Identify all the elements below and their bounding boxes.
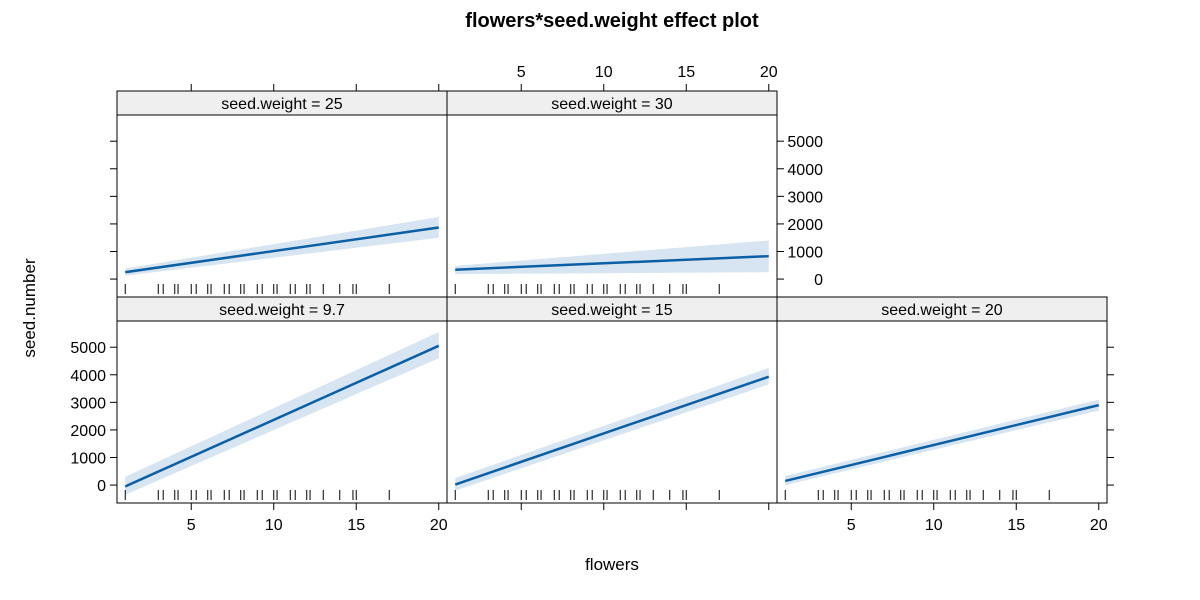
panel-strip <box>446 90 778 116</box>
x-tick-label: 15 <box>1007 517 1025 534</box>
y-tick-label: 5000 <box>787 134 823 151</box>
confidence-band <box>125 332 439 495</box>
panel-3: seed.weight = 25 <box>110 84 448 298</box>
panel-strip-label: seed.weight = 25 <box>221 96 343 113</box>
x-tick-label: 15 <box>677 64 695 81</box>
x-tick-label: 5 <box>847 517 856 534</box>
y-tick-label: 1000 <box>787 245 823 262</box>
panel-strip <box>116 296 448 322</box>
y-tick-label: 3000 <box>787 189 823 206</box>
x-tick-label: 5 <box>517 64 526 81</box>
y-tick-label: 4000 <box>787 162 823 179</box>
fitted-line <box>784 403 1100 483</box>
y-tick-label: 5000 <box>70 340 106 357</box>
y-tick-label: 2000 <box>787 217 823 234</box>
y-tick-label: 3000 <box>70 395 106 412</box>
x-tick-label: 20 <box>1090 517 1108 534</box>
panel-2: seed.weight = 20 5 10 15 20 <box>776 296 1114 534</box>
confidence-band <box>125 217 439 276</box>
panel-4: seed.weight = 30 5 10 15 20 0 1000 2000 3000 4000… <box>446 64 823 298</box>
panel-1: seed.weight = 15 <box>446 296 778 510</box>
chart-title: flowers*seed.weight effect plot <box>465 10 759 32</box>
panel-strip-label: seed.weight = 9.7 <box>219 302 345 319</box>
y-tick-label: 0 <box>814 272 823 289</box>
x-tick-label: 15 <box>347 517 365 534</box>
y-tick-label: 0 <box>97 478 106 495</box>
panel-strip-label: seed.weight = 15 <box>551 302 673 319</box>
fitted-line <box>124 344 440 488</box>
confidence-band <box>455 367 769 491</box>
panel-frame <box>776 320 1108 504</box>
y-tick-label: 1000 <box>70 451 106 468</box>
panel-strip-label: seed.weight = 20 <box>881 302 1003 319</box>
y-tick-label: 2000 <box>70 423 106 440</box>
fitted-line <box>454 375 770 486</box>
x-tick-label: 10 <box>265 517 283 534</box>
y-tick-label: 4000 <box>70 368 106 385</box>
panel-0: seed.weight = 9.7 5 10 15 20 0 1000 2000 3000 400… <box>70 296 448 534</box>
x-tick-label: 5 <box>187 517 196 534</box>
x-axis-label: flowers <box>585 555 639 574</box>
x-tick-label: 10 <box>595 64 613 81</box>
x-tick-label: 20 <box>430 517 448 534</box>
panel-strip <box>776 296 1108 322</box>
x-tick-label: 20 <box>760 64 778 81</box>
panel-strip-label: seed.weight = 30 <box>551 96 673 113</box>
panels-group: seed.weight = 9.7 5 10 15 20 0 1000 2000 3000 400… <box>70 64 1114 534</box>
fitted-line <box>125 226 439 274</box>
fitted-line <box>455 254 769 271</box>
x-tick-label: 10 <box>925 517 943 534</box>
y-axis-label: seed.number <box>20 258 39 358</box>
panel-frame <box>446 114 778 298</box>
